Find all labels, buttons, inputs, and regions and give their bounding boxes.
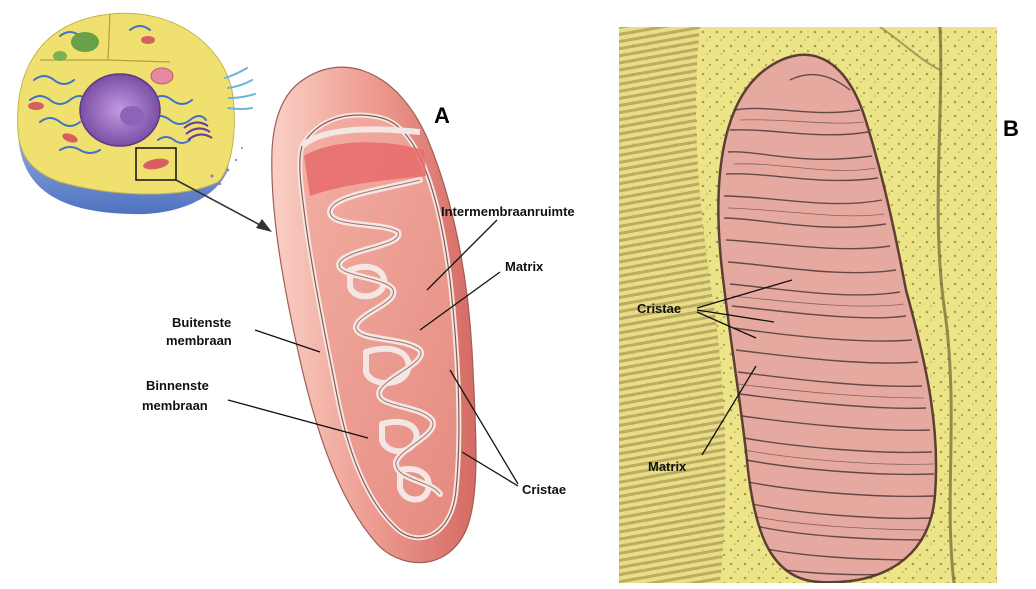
label-matrix-b: Matrix bbox=[648, 459, 687, 474]
label-matrix-a: Matrix bbox=[505, 259, 544, 274]
cell-illustration bbox=[17, 12, 256, 215]
label-outer-membrane-line2: membraan bbox=[166, 333, 232, 348]
label-cristae-a: Cristae bbox=[522, 482, 566, 497]
leader-lines-b bbox=[696, 279, 793, 456]
label-outer-membrane-line1: Buitenste bbox=[172, 315, 231, 330]
panel-a-letter: A bbox=[434, 103, 450, 128]
label-intermembrane-space: Intermembraanruimte bbox=[441, 204, 575, 219]
zoom-box bbox=[135, 147, 177, 181]
label-inner-membrane-line1: Binnenste bbox=[146, 378, 209, 393]
panel-b-letter: B bbox=[1003, 116, 1019, 141]
mitochondrion-illustration bbox=[271, 66, 477, 564]
em-cristae-texture bbox=[723, 73, 935, 576]
zoom-arrow bbox=[175, 179, 272, 232]
em-mitochondrion bbox=[717, 53, 938, 583]
label-inner-membrane-line2: membraan bbox=[142, 398, 208, 413]
label-cristae-b: Cristae bbox=[637, 301, 681, 316]
leader-lines-a bbox=[227, 219, 519, 487]
electron-micrograph bbox=[619, 27, 997, 583]
